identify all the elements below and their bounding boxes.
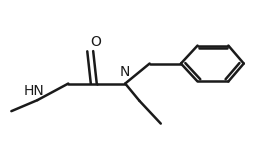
Text: N: N — [120, 65, 130, 79]
Text: HN: HN — [23, 84, 44, 98]
Text: O: O — [90, 35, 101, 49]
